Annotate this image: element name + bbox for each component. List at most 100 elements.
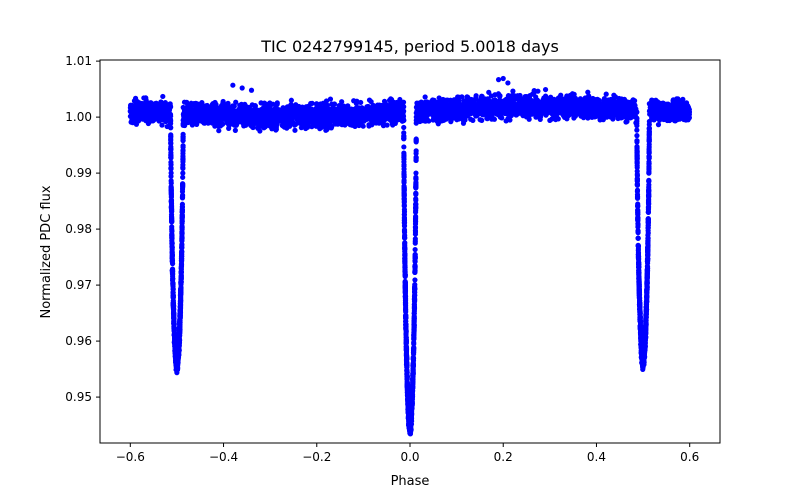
data-point [451,115,457,121]
data-point [382,113,388,119]
data-point [444,107,450,113]
data-point [160,100,166,107]
data-point [134,107,140,113]
data-point [220,100,226,106]
data-point [486,89,492,95]
data-point [598,106,604,112]
data-point [366,97,373,103]
data-point [401,124,407,131]
data-point [634,133,640,139]
data-point [129,107,135,113]
data-point [332,121,339,127]
data-point [443,116,449,122]
data-point [655,116,661,122]
data-point [160,110,166,116]
data-point [180,150,186,157]
data-point [320,114,326,120]
data-point [178,257,185,263]
data-point [148,110,154,116]
data-point [677,103,683,109]
chart-title: TIC 0242799145, period 5.0018 days [260,37,559,56]
data-point [168,132,174,138]
data-point [543,106,549,112]
data-point [234,113,240,119]
data-point [388,115,394,121]
data-point [526,116,532,122]
data-point [132,95,139,101]
data-point [680,96,686,102]
data-point [447,97,454,103]
data-point [285,104,291,110]
data-point [397,96,403,103]
data-point [655,122,662,128]
data-point [562,106,569,112]
data-point [227,116,233,122]
data-point [517,95,524,101]
data-point [451,100,458,106]
data-point [353,100,359,107]
data-point [327,96,334,102]
data-point [325,110,331,116]
data-point [169,231,175,237]
data-point [436,95,442,101]
data-point [172,341,178,347]
data-point [553,111,559,118]
data-point [146,103,152,109]
data-point [430,97,436,103]
data-point [181,113,187,119]
data-point [169,270,176,276]
data-point [385,107,391,113]
data-point [604,108,610,114]
data-point [558,92,564,98]
data-point [502,107,509,114]
data-point [344,118,350,125]
data-point [622,111,628,117]
data-point [474,111,480,117]
data-point [510,93,517,99]
data-point [664,113,670,119]
data-point [664,108,670,115]
data-point [352,106,358,113]
data-point [138,105,144,111]
data-point [609,114,616,121]
data-point [461,98,467,104]
data-point [503,101,510,107]
data-point [584,113,590,119]
data-point [196,101,202,108]
data-point [235,108,241,114]
data-point [292,127,298,133]
data-point [432,112,438,118]
data-point [610,105,616,111]
data-point [202,114,208,120]
data-point [482,103,488,109]
data-point [168,155,174,161]
data-point [141,110,147,116]
data-point [535,99,542,105]
data-point [288,97,294,103]
data-point [629,105,635,111]
data-point [189,117,195,123]
data-point [551,107,557,113]
data-point [630,97,636,103]
data-point [573,102,579,109]
data-point [549,116,555,122]
data-point [156,108,162,114]
data-point [309,100,315,106]
data-point [177,291,184,297]
data-point [559,102,565,108]
data-point [225,104,231,110]
data-point [293,121,299,127]
data-point [215,123,221,129]
data-point [650,109,657,116]
data-point [242,113,249,119]
data-point [487,98,493,104]
data-point [686,107,692,113]
data-point [268,109,274,115]
data-point [130,117,136,123]
data-point [315,115,321,121]
data-point [264,113,271,119]
data-point [317,126,323,132]
data-point [473,96,479,102]
data-point [169,258,175,264]
data-point [291,105,297,111]
